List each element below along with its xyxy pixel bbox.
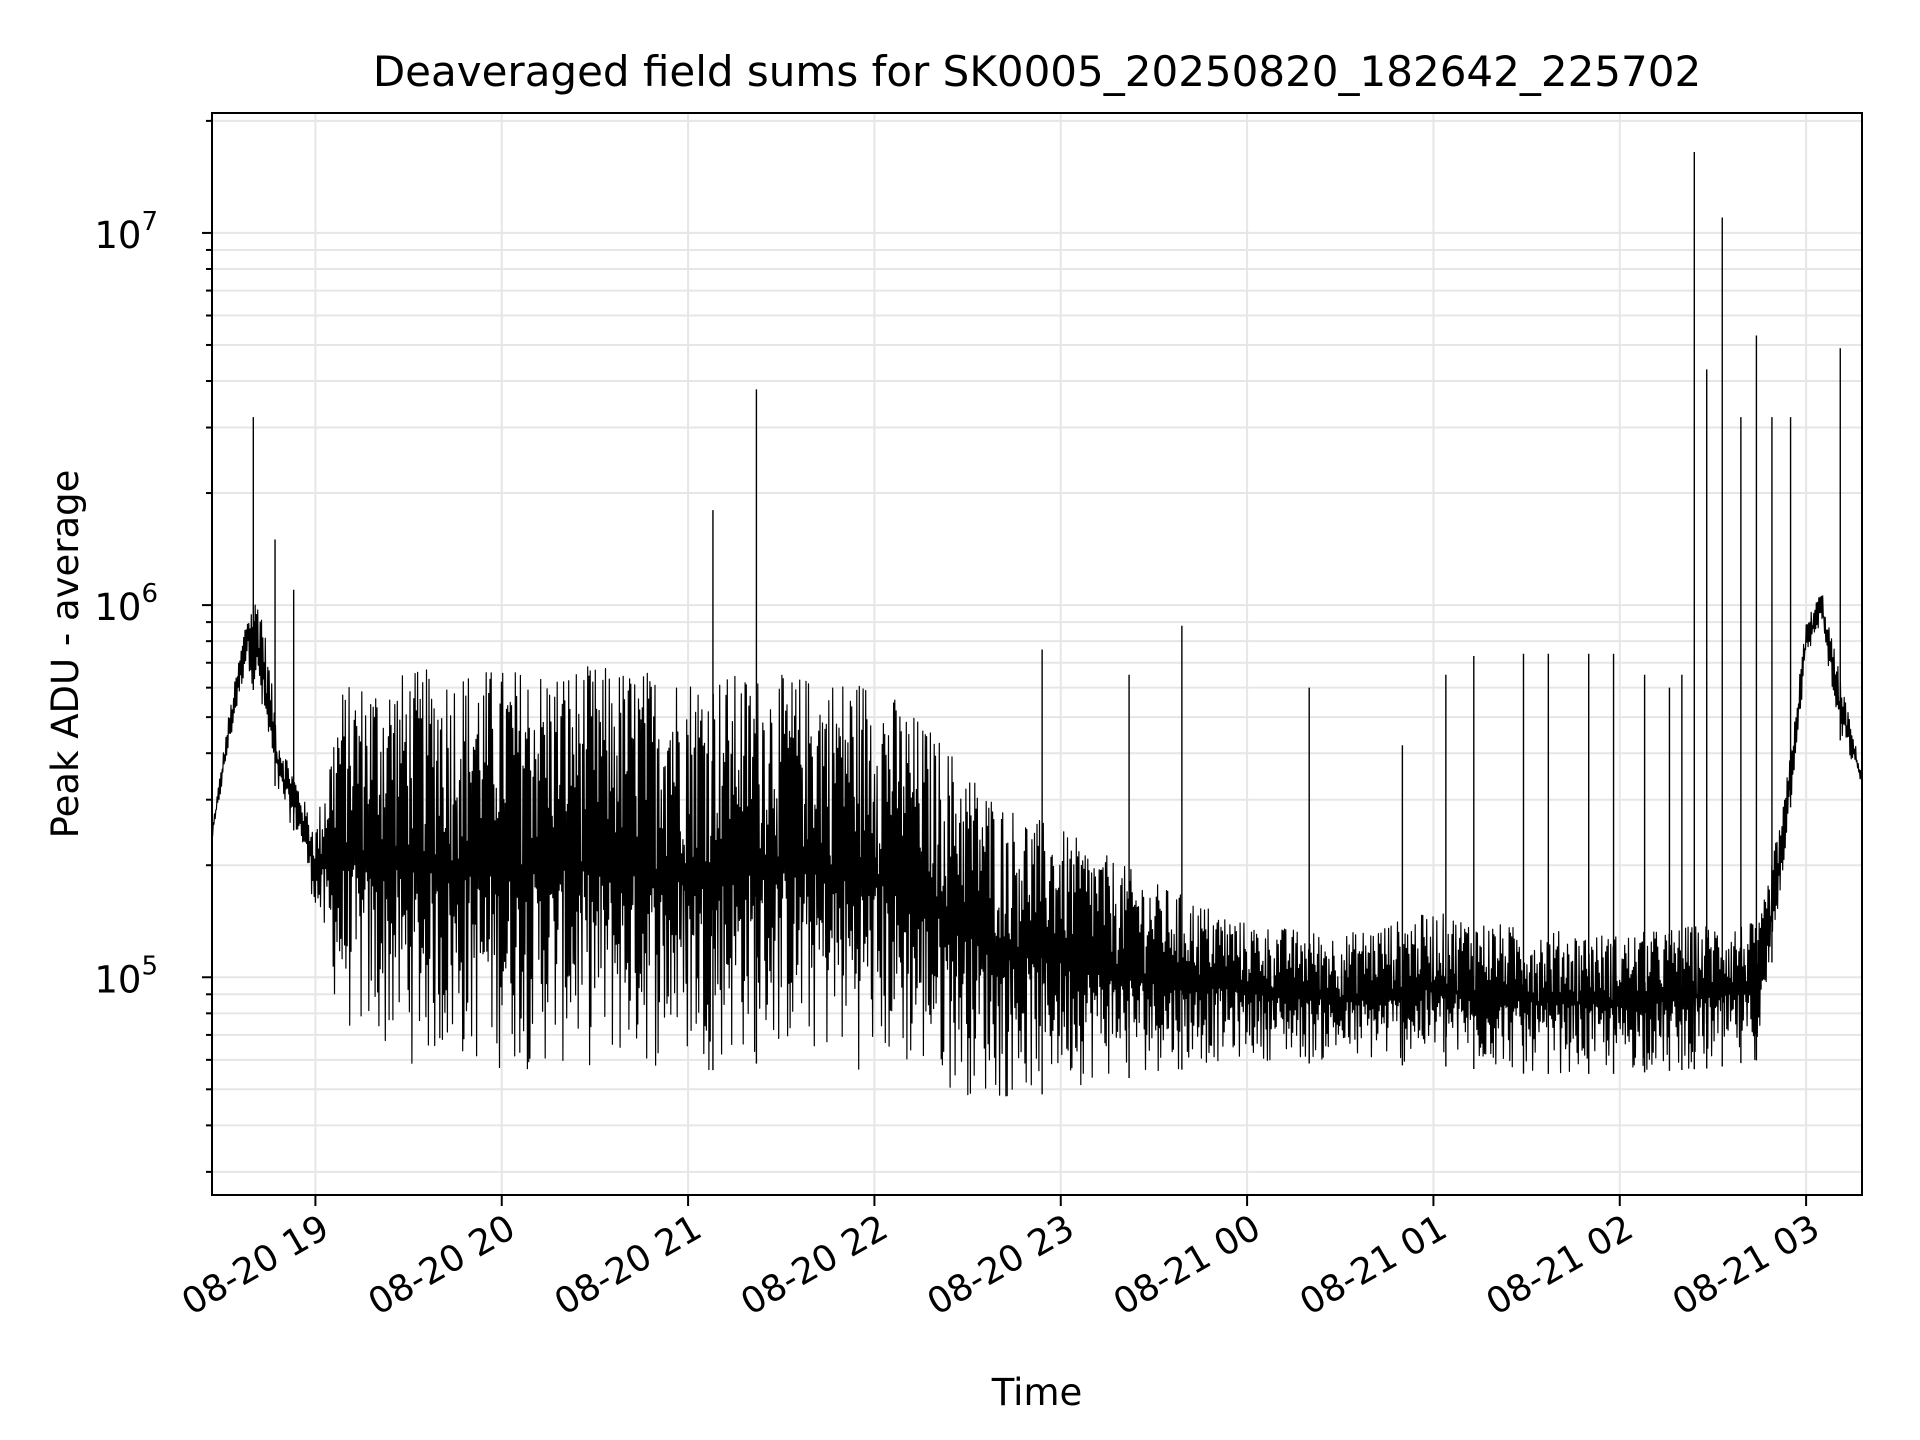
plot-frame: [211, 112, 1863, 1196]
data-series: [211, 151, 1863, 1097]
y-tick-label: 107: [94, 207, 158, 257]
y-tick-label: 106: [94, 579, 158, 629]
series-line: [211, 595, 1863, 1097]
chart-title: Deaveraged field sums for SK0005_2025082…: [373, 47, 1701, 96]
x-axis-label: Time: [991, 1371, 1083, 1414]
y-axis-label: Peak ADU - average: [44, 470, 87, 839]
y-tick-label: 105: [94, 951, 158, 1001]
